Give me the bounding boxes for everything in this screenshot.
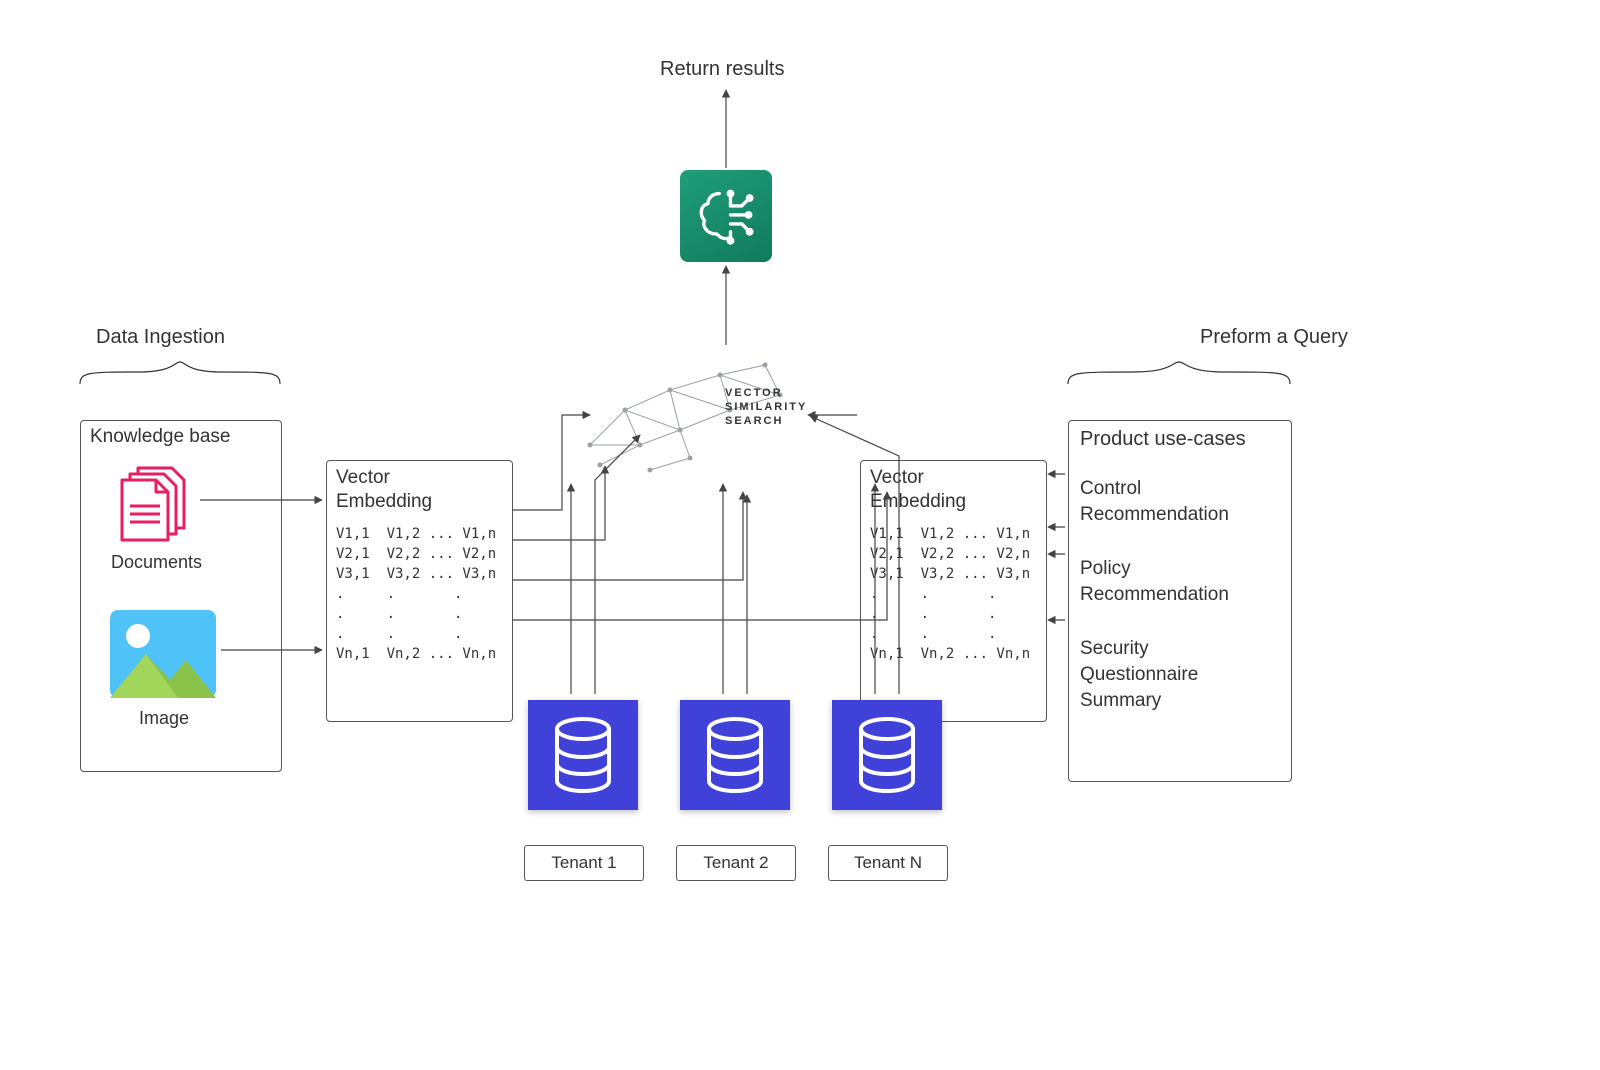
brace-left-icon — [78, 358, 282, 388]
brain-chip-icon — [690, 180, 762, 252]
tenant-2-db-icon — [680, 700, 790, 810]
vector-search-label: VECTOR SIMILARITY SEARCH — [725, 386, 807, 428]
vector-embedding-right-matrix: V1,1 V1,2 ... V1,n V2,1 V2,2 ... V2,n V3… — [870, 524, 1030, 664]
usecase-policy: Policy Recommendation — [1080, 556, 1229, 608]
vector-embedding-left-title: Vector Embedding — [336, 466, 432, 514]
data-ingestion-title: Data Ingestion — [96, 326, 225, 349]
brace-right-icon — [1066, 358, 1292, 388]
documents-label: Documents — [111, 552, 202, 573]
ai-processing-icon — [680, 170, 772, 262]
vector-embedding-left-matrix: V1,1 V1,2 ... V1,n V2,1 V2,2 ... V2,n V3… — [336, 524, 496, 664]
knowledge-base-title: Knowledge base — [90, 426, 231, 448]
documents-icon — [110, 462, 195, 542]
tenant-1-db-icon — [528, 700, 638, 810]
product-usecases-title: Product use-cases — [1080, 428, 1246, 451]
vector-embedding-right-title: Vector Embedding — [870, 466, 966, 514]
image-label: Image — [139, 708, 189, 729]
usecase-control: Control Recommendation — [1080, 476, 1229, 528]
usecase-security: Security Questionnaire Summary — [1080, 636, 1198, 714]
return-results-label: Return results — [660, 58, 785, 81]
image-icon — [108, 608, 218, 703]
perform-query-title: Preform a Query — [1200, 326, 1348, 349]
tenant-2-label: Tenant 2 — [676, 845, 796, 881]
tenant-n-db-icon — [832, 700, 942, 810]
tenant-n-label: Tenant N — [828, 845, 948, 881]
tenant-1-label: Tenant 1 — [524, 845, 644, 881]
